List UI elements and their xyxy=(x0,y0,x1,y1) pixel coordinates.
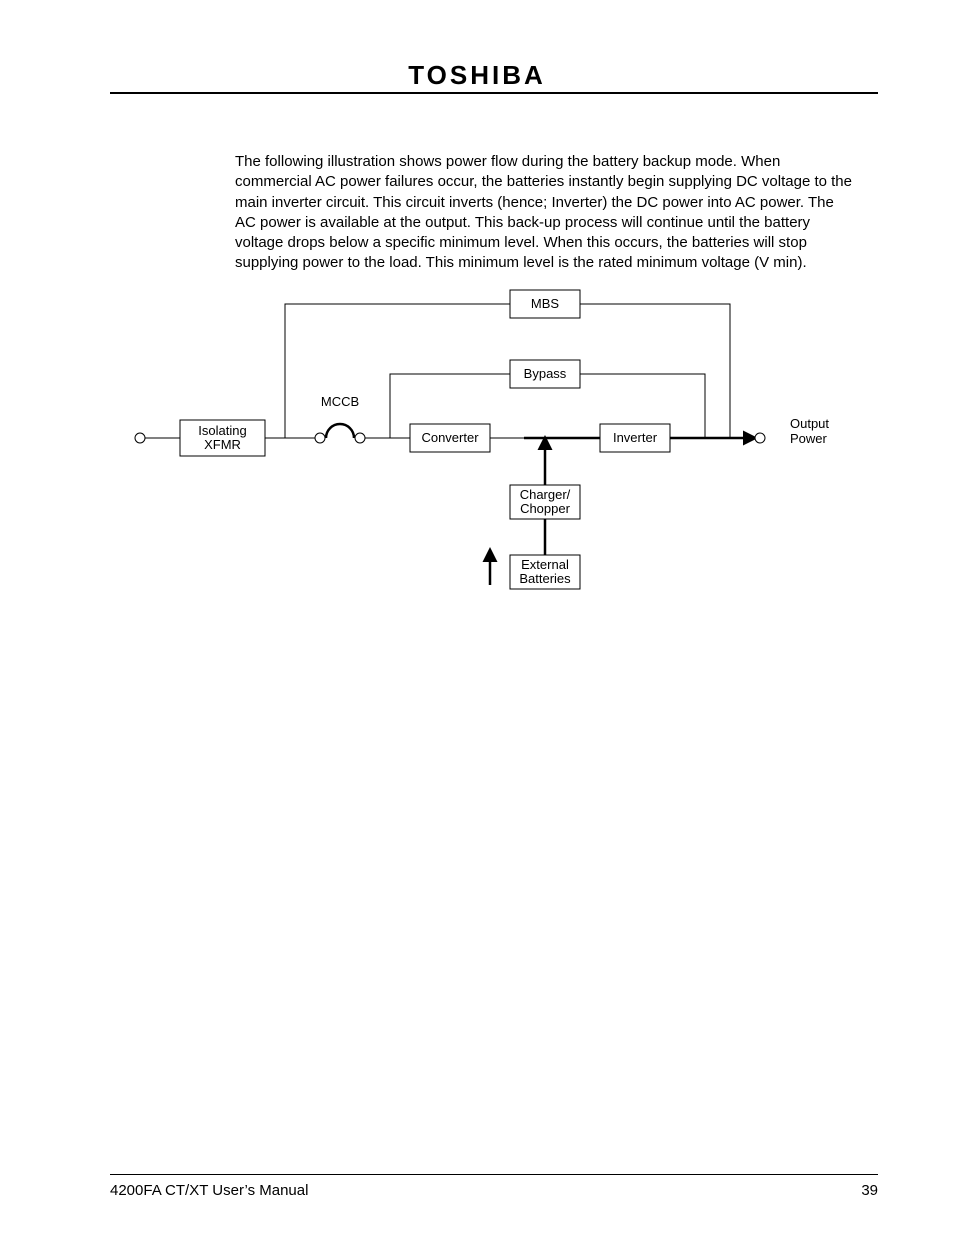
brand-logo: TOSHIBA xyxy=(0,60,954,91)
header-rule xyxy=(110,92,878,94)
svg-text:Converter: Converter xyxy=(421,430,479,445)
page: TOSHIBA The following illustration shows… xyxy=(0,0,954,1235)
svg-text:MBS: MBS xyxy=(531,296,560,311)
svg-text:Bypass: Bypass xyxy=(524,366,567,381)
svg-text:Inverter: Inverter xyxy=(613,430,658,445)
footer-rule xyxy=(110,1174,878,1175)
body-paragraph: The following illustration shows power f… xyxy=(235,152,855,274)
svg-text:Isolating: Isolating xyxy=(198,423,246,438)
footer-page-number: 39 xyxy=(861,1182,878,1199)
power-flow-diagram: IsolatingXFMR MBS Bypass Converter Inverter C… xyxy=(110,280,870,620)
svg-text:Batteries: Batteries xyxy=(519,571,571,586)
svg-text:Power: Power xyxy=(790,431,828,446)
svg-text:XFMR: XFMR xyxy=(204,437,241,452)
svg-text:MCCB: MCCB xyxy=(321,394,359,409)
svg-text:Charger/: Charger/ xyxy=(520,487,571,502)
svg-text:External: External xyxy=(521,557,569,572)
svg-text:Chopper: Chopper xyxy=(520,501,571,516)
footer-manual-title: 4200FA CT/XT User’s Manual xyxy=(110,1182,308,1199)
svg-text:Output: Output xyxy=(790,416,829,431)
